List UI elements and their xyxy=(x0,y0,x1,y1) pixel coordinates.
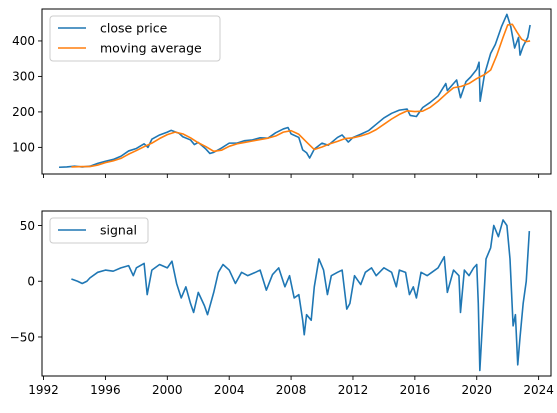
signal-x-tick-label: 2016 xyxy=(400,383,431,397)
signal-x-tick-label: 2004 xyxy=(214,383,245,397)
signal-plot-frame xyxy=(41,210,552,377)
signal-legend: signal xyxy=(49,217,149,244)
price-series-group xyxy=(58,13,531,169)
signal-series-signal xyxy=(71,219,531,372)
legend-close-price-label: close price xyxy=(100,21,168,36)
signal-x-tick-label: 2012 xyxy=(338,383,369,397)
signal-x-ticks: 1992 1996 2000 2004 2008 2012 2016 2020 2024 xyxy=(28,376,554,397)
price-plot: 100 200 300 400 close price moving average xyxy=(12,8,552,178)
price-x-ticks xyxy=(43,174,540,178)
price-series-moving-average xyxy=(71,23,531,168)
signal-legend-box xyxy=(49,217,149,244)
signal-x-tick-label: 2000 xyxy=(152,383,183,397)
signal-x-tick-label: 2024 xyxy=(523,383,554,397)
price-y-ticks: 100 200 300 400 xyxy=(12,34,42,155)
signal-y-tick-label: −50 xyxy=(10,330,35,344)
price-y-tick-label: 300 xyxy=(12,70,35,84)
signal-x-tick-label: 2008 xyxy=(276,383,307,397)
price-series-close-price xyxy=(58,13,531,169)
signal-plot: 1992 1996 2000 2004 2008 2012 2016 2020 2024 −50… xyxy=(10,210,554,397)
signal-x-tick-label: 2020 xyxy=(461,383,492,397)
price-legend: close price moving average xyxy=(49,15,221,62)
legend-moving-average-label: moving average xyxy=(100,41,202,56)
price-legend-box xyxy=(49,15,221,62)
price-y-tick-label: 400 xyxy=(12,34,35,48)
signal-series-group xyxy=(71,219,531,372)
price-plot-frame xyxy=(41,8,552,175)
legend-signal-label: signal xyxy=(100,223,137,238)
signal-y-tick-label: 50 xyxy=(20,219,35,233)
signal-x-tick-label: 1992 xyxy=(28,383,59,397)
signal-y-ticks: −50 0 50 xyxy=(10,219,42,344)
price-y-tick-label: 100 xyxy=(12,141,35,155)
signal-x-tick-label: 1996 xyxy=(90,383,121,397)
price-y-tick-label: 200 xyxy=(12,105,35,119)
signal-y-tick-label: 0 xyxy=(27,275,35,289)
